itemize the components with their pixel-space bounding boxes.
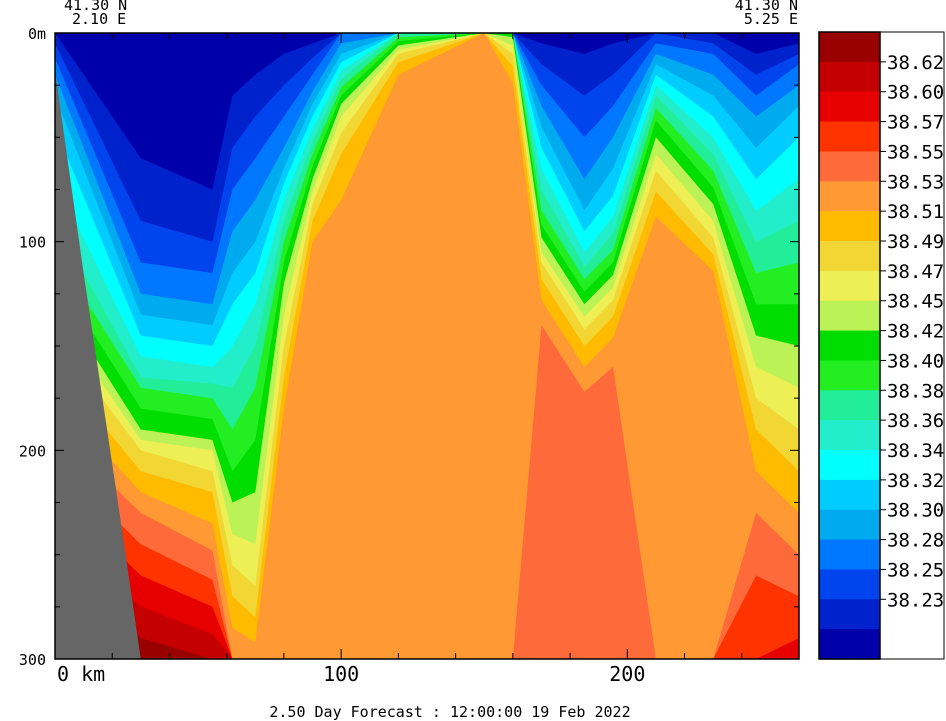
colorbar-swatch — [819, 599, 880, 630]
y-tick-label: 0m — [28, 25, 46, 43]
colorbar-swatch — [819, 539, 880, 571]
land-shape — [55, 70, 141, 659]
colorbar-swatch — [819, 360, 880, 391]
colorbar-label: 38.62 — [887, 52, 944, 74]
colorbar-swatch — [819, 629, 880, 660]
y-tick-label: 200 — [19, 442, 46, 460]
colorbar-swatch — [819, 450, 880, 481]
colorbar-swatch — [819, 32, 880, 63]
colorbar-label: 38.51 — [887, 201, 944, 223]
colorbar-swatch — [819, 390, 880, 421]
colorbar-swatch — [819, 270, 880, 302]
colorbar-label: 38.36 — [887, 410, 944, 432]
colorbar-swatch — [819, 300, 880, 332]
colorbar-swatch — [819, 241, 880, 272]
colorbar-swatch — [819, 151, 880, 182]
colorbar-swatch — [819, 61, 880, 93]
colorbar-label: 38.55 — [887, 141, 944, 163]
x-axis: 0 km 100 200 — [54, 33, 800, 686]
y-tick-label: 300 — [19, 651, 46, 669]
colorbar-label: 38.53 — [887, 171, 944, 193]
colorbar-label: 38.25 — [887, 559, 944, 581]
colorbar-label: 38.30 — [887, 500, 944, 522]
colorbar-label: 38.42 — [887, 321, 944, 343]
y-tick-label: 100 — [19, 234, 46, 252]
colorbar-swatch — [819, 181, 880, 212]
colorbar-label: 38.57 — [887, 112, 944, 134]
colorbar-swatch — [819, 569, 880, 600]
colorbar-label: 38.38 — [887, 380, 944, 402]
corner-left-lon: 2.10 E — [72, 10, 126, 28]
colorbar-label: 38.32 — [887, 470, 944, 492]
corner-right-lat: 41.30 N — [735, 0, 798, 14]
colorbar-swatch — [819, 121, 880, 153]
colorbar-swatch — [819, 479, 880, 511]
x-tick-label: 100 — [323, 662, 359, 686]
colorbar: 38.62 38.60 38.57 38.55 38.53 38.51 38.49 38.47… — [818, 31, 945, 660]
colorbar-label: 38.34 — [887, 440, 944, 462]
colorbar-swatch — [819, 211, 880, 242]
colorbar-label: 38.45 — [887, 291, 944, 313]
colorbar-label: 38.47 — [887, 261, 944, 283]
forecast-caption: 2.50 Day Forecast : 12:00:00 19 Feb 2022 — [269, 703, 630, 721]
salinity-band-0 — [55, 33, 799, 190]
colorbar-swatch — [819, 420, 880, 451]
colorbar-swatch — [819, 509, 880, 541]
colorbar-swatch — [819, 91, 880, 123]
colorbar-label: 38.28 — [887, 530, 944, 552]
colorbar-label: 38.23 — [887, 589, 944, 611]
x-tick-label: 0 km — [57, 662, 105, 686]
corner-left-lat: 41.30 N — [64, 0, 127, 14]
x-tick-label: 200 — [609, 662, 645, 686]
colorbar-label: 38.60 — [887, 82, 944, 104]
colorbar-label: 38.49 — [887, 231, 944, 253]
colorbar-label-frame — [879, 31, 945, 660]
corner-right-lon: 5.25 E — [744, 10, 798, 28]
y-axis: 0m 100 200 300 — [19, 25, 799, 669]
colorbar-swatch — [819, 330, 880, 362]
salinity-field — [55, 33, 799, 659]
land-mask — [55, 70, 141, 659]
colorbar-label: 38.40 — [887, 350, 944, 372]
